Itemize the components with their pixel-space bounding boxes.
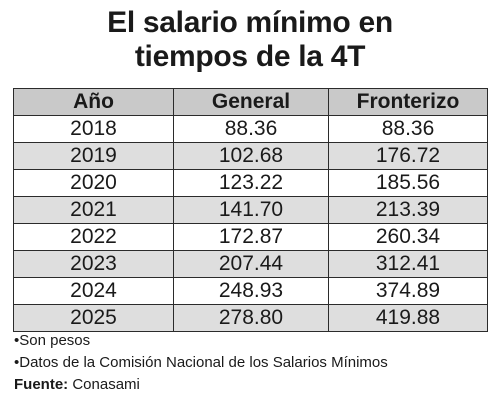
cell-fronterizo: 374.89 — [328, 277, 488, 305]
cell-general: 278.80 — [173, 304, 329, 332]
cell-year: 2018 — [13, 115, 174, 143]
note-data-origin: •Datos de la Comisión Nacional de los Sa… — [14, 354, 388, 371]
table-row: 2019 102.68 176.72 — [13, 142, 488, 170]
source-label: Fuente: — [14, 376, 69, 393]
table-row: 2021 141.70 213.39 — [13, 196, 488, 224]
cell-year: 2023 — [13, 250, 174, 278]
source-line: Fuente: Conasami — [14, 374, 494, 396]
cell-fronterizo: 213.39 — [328, 196, 488, 224]
column-header-fronterizo: Fronterizo — [328, 88, 488, 116]
cell-fronterizo: 88.36 — [328, 115, 488, 143]
cell-general: 88.36 — [173, 115, 329, 143]
cell-fronterizo: 185.56 — [328, 169, 488, 197]
salary-table: Año General Fronterizo 2018 88.36 88.36 … — [13, 88, 488, 332]
table-row: 2025 278.80 419.88 — [13, 304, 488, 332]
cell-general: 102.68 — [173, 142, 329, 170]
title-line-1: El salario mínimo en — [107, 6, 393, 39]
table-row: 2020 123.22 185.56 — [13, 169, 488, 197]
cell-fronterizo: 260.34 — [328, 223, 488, 251]
cell-year: 2019 — [13, 142, 174, 170]
column-header-general: General — [173, 88, 329, 116]
table-header-row: Año General Fronterizo — [13, 88, 488, 116]
table-row: 2023 207.44 312.41 — [13, 250, 488, 278]
source-value: Conasami — [68, 376, 140, 393]
table-row: 2018 88.36 88.36 — [13, 115, 488, 143]
page-title: El salario mínimo en tiempos de la 4T — [0, 6, 500, 74]
note-units: •Son pesos — [14, 332, 91, 349]
table-row: 2024 248.93 374.89 — [13, 277, 488, 305]
table-row: 2022 172.87 260.34 — [13, 223, 488, 251]
title-line-2: tiempos de la 4T — [134, 40, 366, 73]
cell-fronterizo: 312.41 — [328, 250, 488, 278]
cell-year: 2020 — [13, 169, 174, 197]
footnotes: •Son pesos •Datos de la Comisión Naciona… — [14, 330, 494, 396]
cell-general: 248.93 — [173, 277, 329, 305]
column-header-year: Año — [13, 88, 174, 116]
cell-general: 141.70 — [173, 196, 329, 224]
cell-general: 172.87 — [173, 223, 329, 251]
cell-fronterizo: 176.72 — [328, 142, 488, 170]
cell-general: 207.44 — [173, 250, 329, 278]
cell-year: 2025 — [13, 304, 174, 332]
cell-year: 2021 — [13, 196, 174, 224]
cell-fronterizo: 419.88 — [328, 304, 488, 332]
cell-general: 123.22 — [173, 169, 329, 197]
cell-year: 2024 — [13, 277, 174, 305]
table-body: 2018 88.36 88.36 2019 102.68 176.72 2020… — [13, 115, 488, 332]
cell-year: 2022 — [13, 223, 174, 251]
